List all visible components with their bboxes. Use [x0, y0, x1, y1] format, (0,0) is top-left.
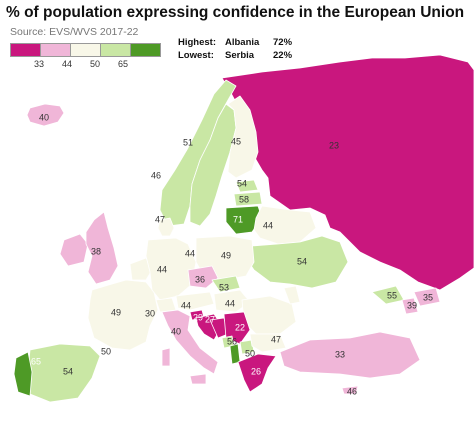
highest-label: Highest: — [178, 37, 216, 48]
lowest-country: Serbia — [225, 49, 255, 61]
legend-swatch-5 — [130, 43, 161, 57]
country-value-label: 29 — [193, 312, 203, 322]
source-note: Source: EVS/WVS 2017-22 — [10, 26, 139, 38]
country-value-label: 40 — [39, 112, 49, 122]
region-ukraine — [245, 235, 349, 289]
lowest-label: Lowest: — [178, 49, 214, 61]
region-portugal — [13, 351, 33, 397]
country-value-label: 58 — [239, 194, 249, 204]
region-belarus — [253, 205, 317, 245]
region-lithuania — [225, 205, 263, 235]
legend: 33 44 50 65 — [10, 43, 161, 71]
region-moldova — [283, 285, 301, 305]
region-switzerland — [155, 297, 177, 313]
country-value-label: 54 — [63, 366, 73, 376]
region-romania — [241, 295, 297, 335]
country-value-label: 50 — [245, 348, 255, 358]
legend-tick: 50 — [89, 59, 101, 69]
country-value-label: 44 — [225, 298, 235, 308]
region-albania — [229, 343, 241, 365]
region-denmark — [157, 217, 175, 237]
country-value-label: 47 — [271, 334, 281, 344]
map-value-labels: 40 51 45 46 23 54 58 71 47 44 44 38 44 4… — [31, 112, 433, 396]
country-value-label: 33 — [335, 349, 345, 359]
region-finland — [227, 95, 259, 179]
country-value-label: 44 — [181, 300, 191, 310]
country-value-label: 23 — [329, 140, 339, 150]
country-value-label: 51 — [183, 137, 193, 147]
region-benelux — [129, 257, 153, 281]
region-turkey — [279, 331, 421, 379]
region-north-macedonia — [239, 339, 255, 355]
country-value-label: 39 — [407, 300, 417, 310]
region-italy — [161, 309, 219, 375]
country-value-label: 46 — [347, 386, 357, 396]
country-value-label: 35 — [423, 292, 433, 302]
country-value-label: 71 — [233, 214, 243, 224]
country-value-label: 36 — [195, 274, 205, 284]
highest-value: 72% — [273, 37, 293, 48]
region-austria — [175, 291, 215, 311]
country-value-label: 54 — [297, 256, 307, 266]
country-value-label: 55 — [387, 290, 397, 300]
country-value-label: 53 — [219, 282, 229, 292]
region-cyprus — [341, 385, 359, 395]
country-value-label: 49 — [221, 250, 231, 260]
country-value-label: 30 — [145, 308, 155, 318]
region-sardinia — [161, 347, 171, 367]
region-great-britain — [85, 211, 119, 285]
country-value-label: 22 — [235, 322, 245, 332]
country-value-label: 54 — [237, 178, 247, 188]
country-value-label: 49 — [111, 307, 121, 317]
region-armenia — [401, 297, 419, 315]
region-germany — [145, 237, 197, 301]
region-france — [87, 279, 159, 351]
country-value-label: 44 — [185, 248, 195, 258]
region-latvia — [233, 191, 263, 207]
highlights-box: Highest: Albania 72% Lowest: Serbia 22% — [178, 37, 292, 62]
region-czechia — [187, 265, 219, 289]
country-value-label: 38 — [91, 246, 101, 256]
region-azerbaijan — [413, 287, 441, 307]
legend-tick: 33 — [33, 59, 45, 69]
country-value-label: 26 — [251, 366, 261, 376]
country-value-label: 40 — [171, 326, 181, 336]
country-value-label: 65 — [31, 356, 41, 366]
region-sicily — [189, 373, 207, 385]
map-title: % of population expressing confidence in… — [6, 4, 465, 21]
region-bulgaria — [249, 333, 287, 353]
country-value-label: 44 — [157, 264, 167, 274]
region-slovakia — [211, 275, 241, 293]
highest-country: Albania — [225, 37, 260, 48]
country-value-label: 56 — [227, 336, 237, 346]
country-value-label: 44 — [263, 220, 273, 230]
country-value-label: 45 — [231, 136, 241, 146]
country-value-label: 50 — [101, 346, 111, 356]
region-iceland — [26, 103, 65, 127]
country-value-label: 47 — [155, 214, 165, 224]
lowest-value: 22% — [273, 49, 293, 61]
legend-tick: 44 — [61, 59, 73, 69]
legend-tick: 65 — [117, 59, 129, 69]
region-ireland — [59, 233, 89, 267]
region-greece — [237, 353, 277, 393]
country-value-label: 27 — [205, 314, 215, 324]
region-estonia — [235, 179, 259, 193]
country-value-label: 46 — [151, 170, 161, 180]
